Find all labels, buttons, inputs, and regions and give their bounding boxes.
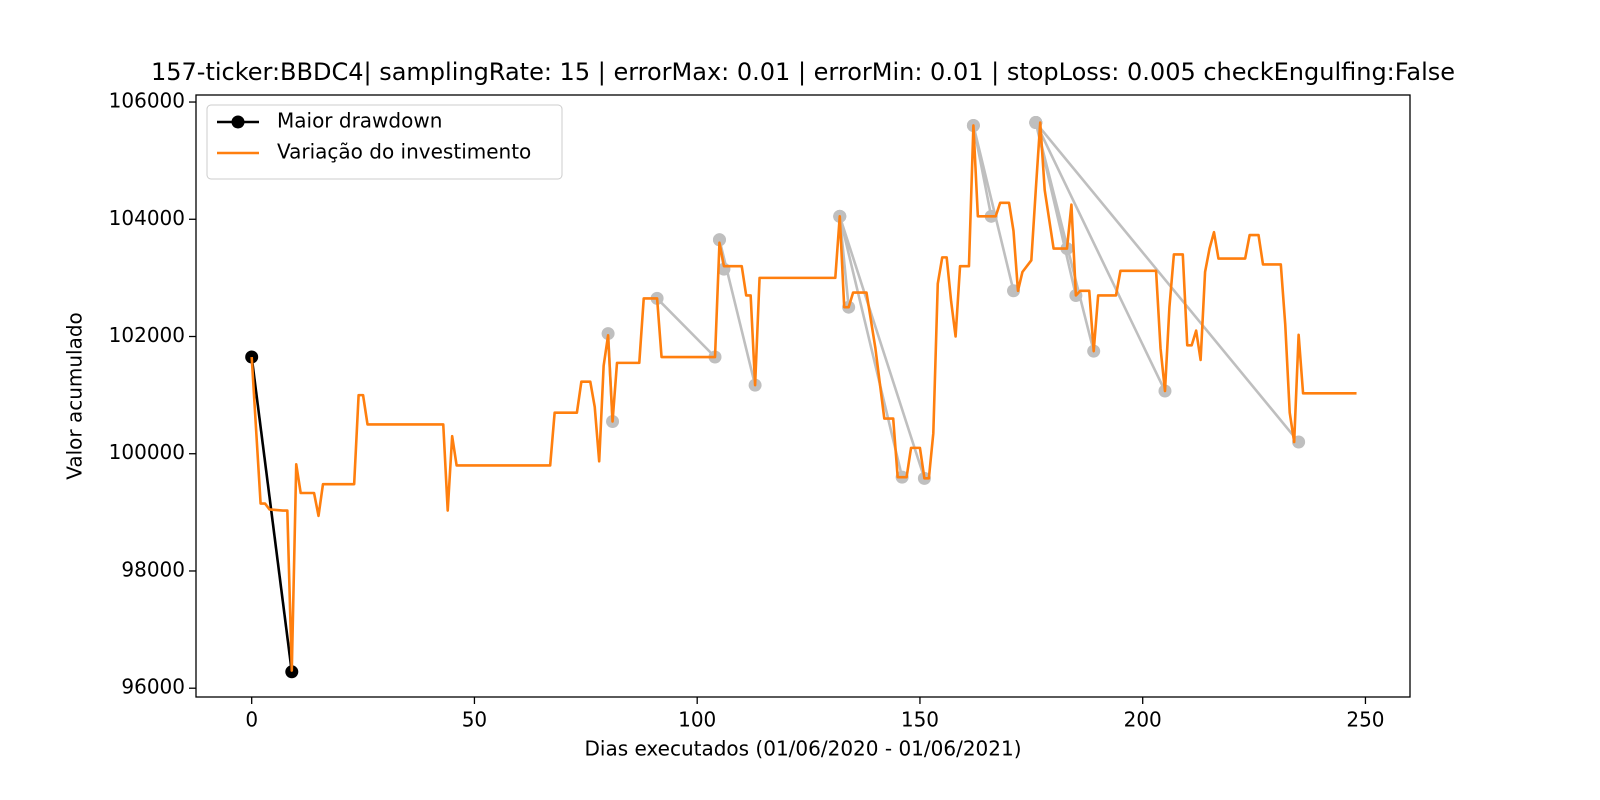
legend-box [206, 104, 563, 180]
plot-frame [195, 94, 1411, 698]
point-marker [712, 233, 726, 247]
legend-marker [231, 115, 245, 129]
point-marker [601, 327, 615, 341]
y-tick-label: 106000 [109, 89, 185, 113]
chart-title: 157-ticker:BBDC4| samplingRate: 15 | err… [151, 58, 1455, 86]
x-axis-label: Dias executados (01/06/2020 - 01/06/2021… [584, 737, 1021, 761]
series-line [250, 356, 294, 672]
x-tick-label: 150 [901, 708, 939, 732]
x-tick-label: 50 [462, 708, 487, 732]
series-line [250, 121, 1357, 672]
legend-label: Variação do investimento [277, 140, 531, 164]
y-tick-label: 96000 [121, 675, 185, 699]
y-axis-label: Valor acumulado [63, 312, 87, 480]
x-tick-label: 250 [1346, 708, 1384, 732]
y-tick-label: 102000 [109, 323, 185, 347]
y-tick-label: 100000 [109, 440, 185, 464]
y-tick-label: 98000 [121, 557, 185, 581]
legend-label: Maior drawdown [277, 109, 442, 133]
x-tick-label: 100 [678, 708, 716, 732]
x-tick-label: 0 [245, 708, 258, 732]
y-tick-label: 104000 [109, 206, 185, 230]
x-tick-label: 200 [1124, 708, 1162, 732]
